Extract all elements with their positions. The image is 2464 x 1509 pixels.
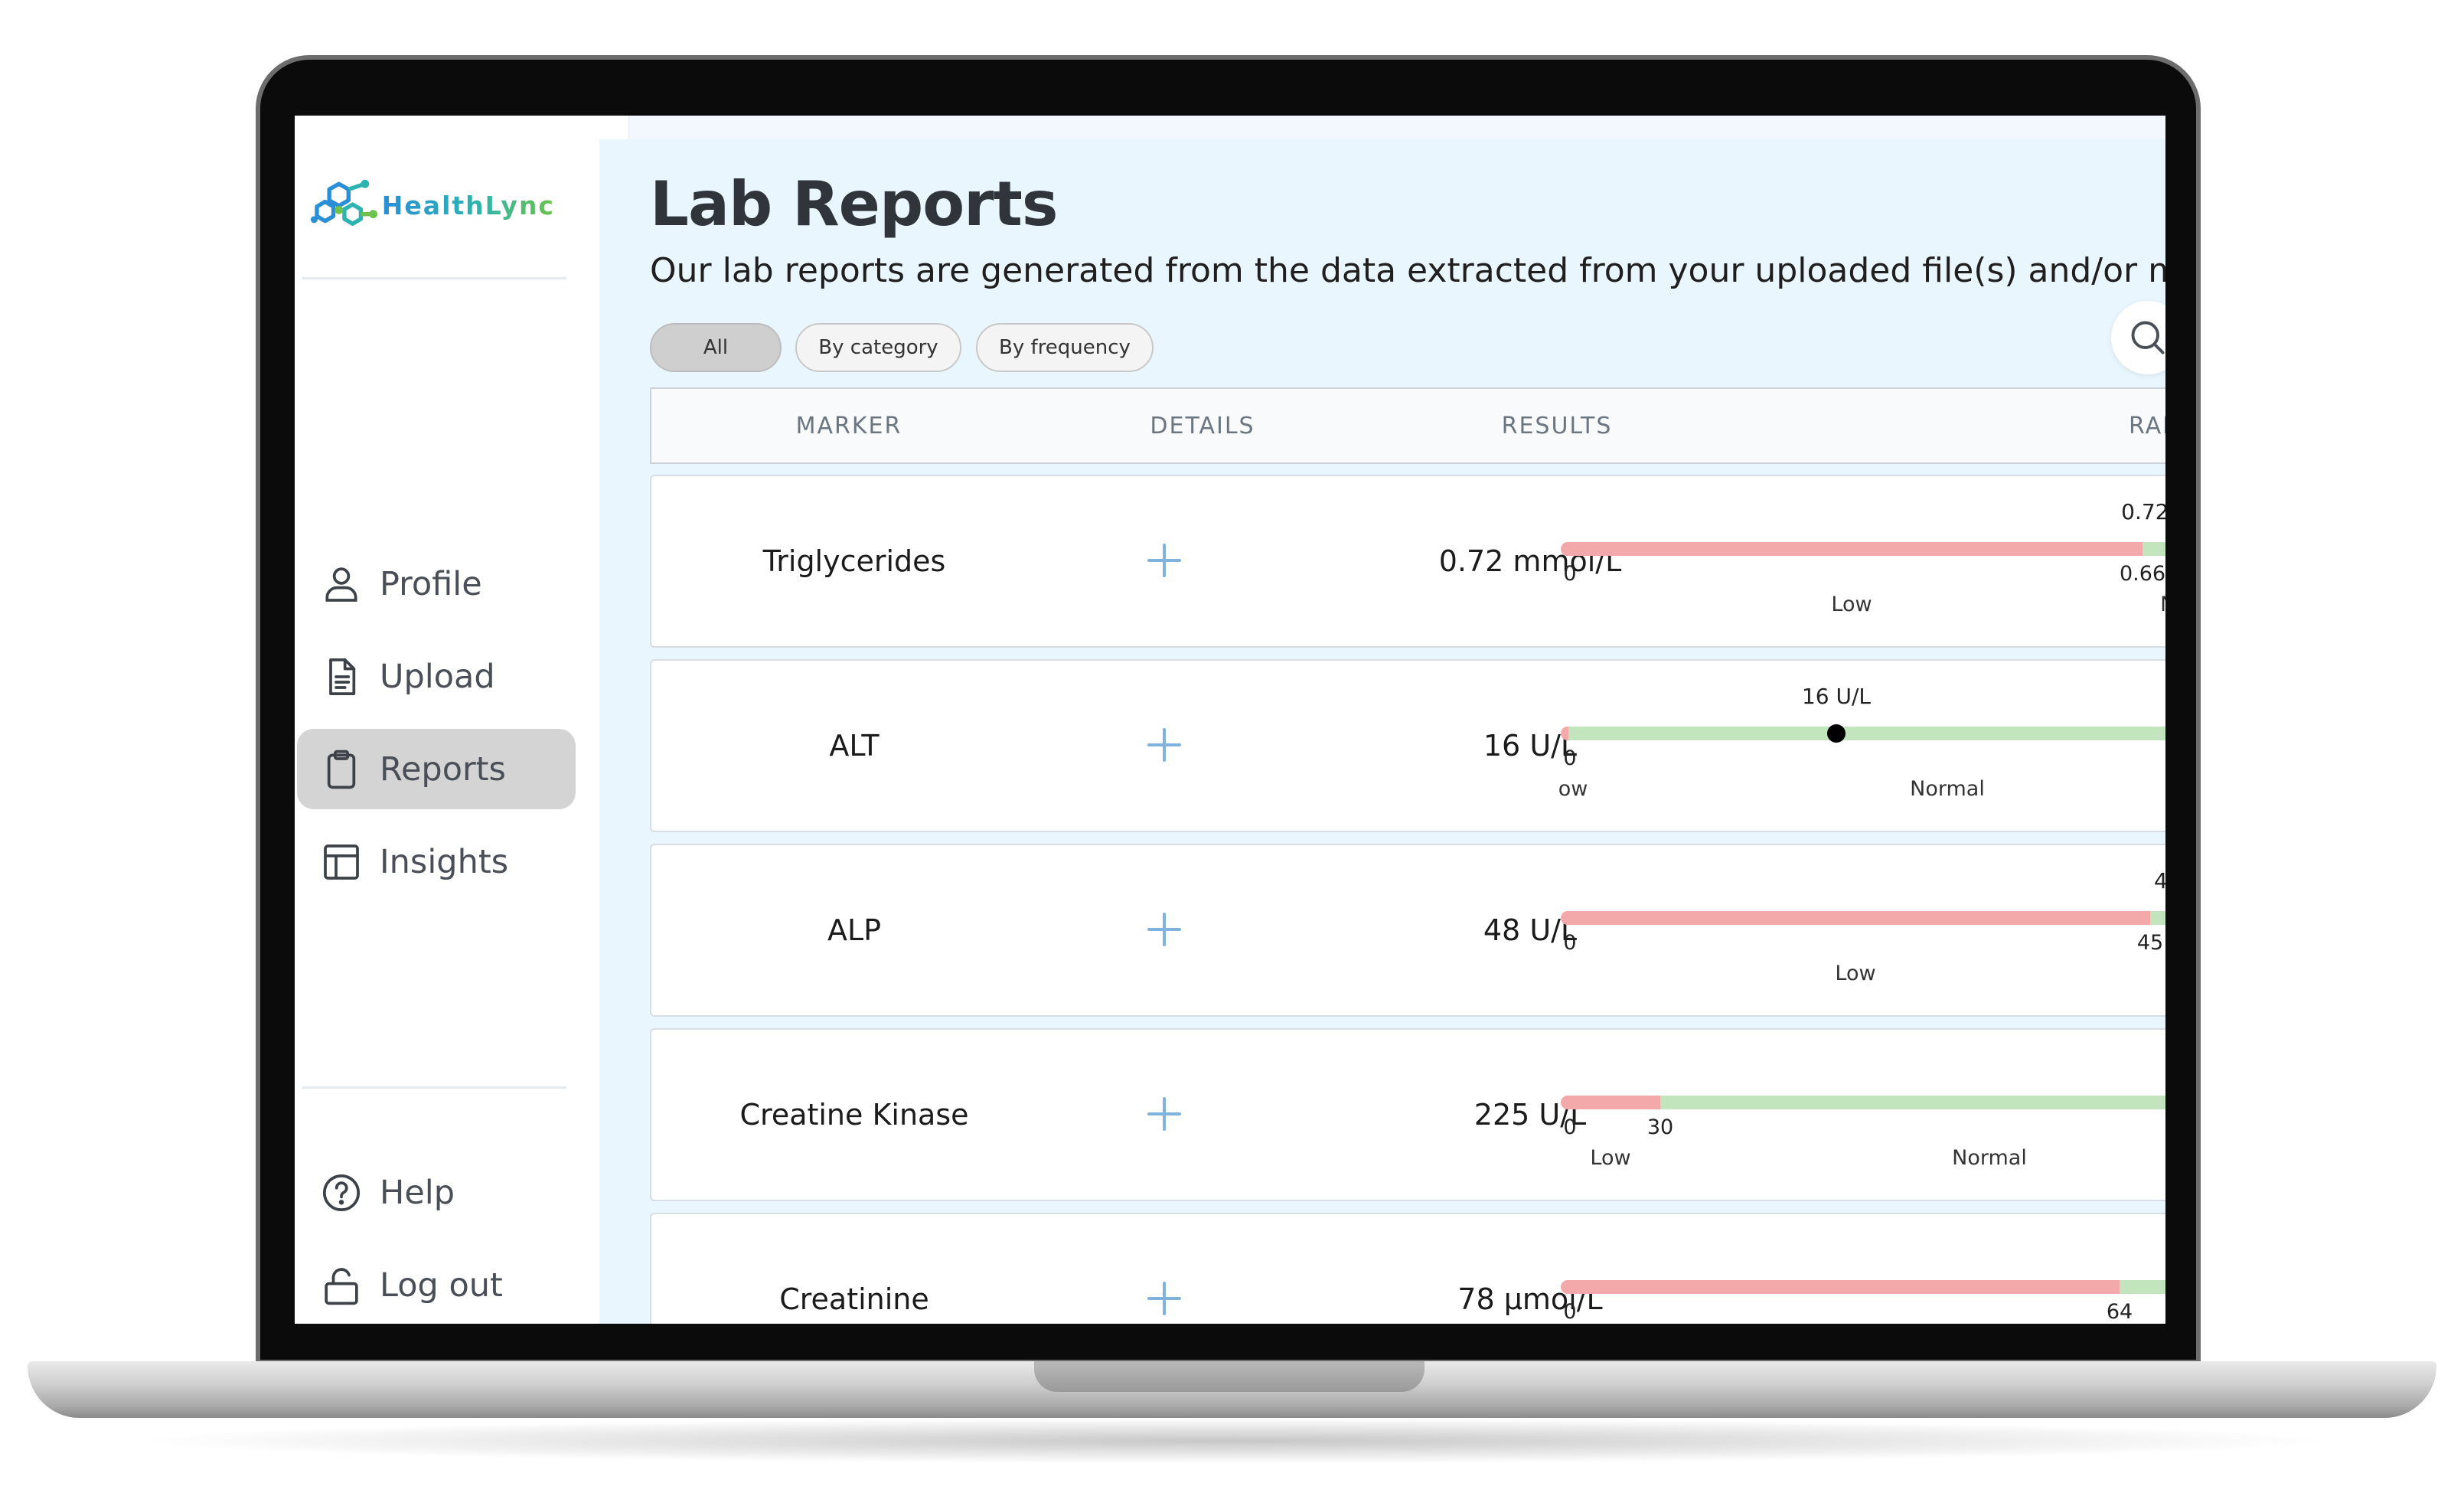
range-normal-segment [2143, 542, 2165, 556]
top-strip [628, 116, 2165, 139]
range-low-segment [1561, 1280, 2120, 1294]
help-circle-icon [322, 1174, 361, 1211]
range-bar-chart: 0.72 mmol/L 0 0.66 Low Norm [1561, 476, 2165, 646]
search-icon [2131, 321, 2165, 354]
expand-details-plus-icon[interactable] [1141, 1091, 1187, 1137]
clipboard-icon [327, 750, 356, 789]
marker-name: Triglycerides [762, 544, 946, 578]
range-bar-track [1561, 542, 2165, 556]
sidebar-item-profile[interactable]: Profile [297, 544, 576, 624]
sidebar-item-label: Log out [380, 1266, 503, 1305]
sidebar-item-label: Reports [380, 750, 506, 789]
range-zone-label: Low [1831, 593, 1872, 616]
person-icon [325, 567, 357, 602]
table-row[interactable]: ALT 16 U/L 16 U/L 0 ow Normal [650, 659, 2165, 832]
expand-details-plus-icon[interactable] [1141, 906, 1187, 952]
range-tick-label: 0.66 [2119, 562, 2165, 586]
sidebar-divider-bottom [302, 1086, 566, 1089]
range-tick-label: 30 [1646, 1115, 1674, 1139]
range-zone-label: Low [1590, 1146, 1631, 1170]
logo-text: HealthLync [381, 190, 555, 220]
sidebar-item-insights[interactable]: Insights [297, 821, 576, 902]
marker-name: ALT [829, 729, 880, 763]
column-header-range-bar[interactable]: RANGE BA [2129, 412, 2165, 439]
unlock-icon [325, 1267, 358, 1305]
range-normal-segment [1568, 727, 2165, 740]
range-zone-label: Normal [1910, 777, 1985, 801]
sidebar-item-label: Upload [380, 657, 495, 696]
expand-details-plus-icon[interactable] [1141, 1275, 1187, 1321]
column-header-details[interactable]: DETAILS [1150, 412, 1255, 439]
range-tick-label: 0 [1563, 746, 1577, 770]
app-screen: HealthLync Profile Upload [295, 116, 2165, 1324]
range-low-segment [1561, 727, 1568, 740]
expand-details-plus-icon[interactable] [1141, 722, 1187, 768]
laptop-shadow [122, 1418, 2342, 1464]
marker-name: Creatinine [779, 1282, 929, 1316]
range-zone-label: Norm [2160, 593, 2165, 616]
filter-all[interactable]: All [650, 323, 782, 372]
range-value-label: 48 U/L [2153, 868, 2165, 893]
range-value-label: 16 U/L [1801, 684, 1872, 709]
sidebar-item-label: Help [380, 1173, 455, 1212]
range-tick-label: 0 [1563, 562, 1577, 586]
range-low-segment [1561, 1096, 1660, 1109]
range-bar-track [1561, 1096, 2165, 1109]
range-normal-segment [2120, 1280, 2165, 1294]
range-zone-label: ow [1558, 777, 1588, 801]
sidebar-item-label: Profile [380, 564, 482, 603]
filter-by-frequency[interactable]: By frequency [976, 323, 1154, 372]
range-low-segment [1561, 542, 2143, 556]
sidebar-item-upload[interactable]: Upload [297, 636, 576, 717]
range-tick-label: 0 [1563, 1300, 1577, 1324]
range-zone-label: Low [1835, 962, 1876, 985]
page-subtitle: Our lab reports are generated from the d… [650, 251, 2165, 290]
range-value-label: 0.72 mmol/L [2121, 499, 2165, 524]
sidebar-item-label: Insights [380, 842, 509, 881]
range-low-segment [1561, 911, 2150, 925]
sidebar-item-reports[interactable]: Reports [297, 729, 576, 809]
table-header: MARKER DETAILS RESULTS RANGE BA [650, 387, 2165, 464]
range-normal-segment [2150, 911, 2165, 925]
range-tick-label: 64 [2106, 1300, 2133, 1324]
marker-name: ALP [827, 913, 882, 947]
search-button[interactable] [2111, 301, 2165, 374]
page-title: Lab Reports [650, 168, 1058, 240]
main-content: Lab Reports Our lab reports are generate… [599, 139, 2165, 1324]
sidebar: HealthLync Profile Upload [295, 116, 599, 1324]
range-bar-chart: 16 U/L 0 ow Normal [1558, 661, 2165, 831]
sidebar-divider-top [302, 277, 566, 279]
range-bar-chart: 48 U/L045LowNorn [1561, 845, 2165, 1015]
document-icon [329, 658, 356, 695]
range-zone-label: Normal [1952, 1146, 2027, 1170]
range-tick-label: 45 [2136, 931, 2164, 955]
molecule-logo-icon [310, 179, 378, 226]
range-value-dot [1827, 724, 1846, 743]
range-bar-chart: 78 μmol/064 [1561, 1214, 2165, 1324]
range-tick-label: 0 [1563, 1115, 1577, 1139]
range-tick-label: 0 [1563, 931, 1577, 955]
table-row[interactable]: Triglycerides 0.72 mmol/L0.72 mmol/L 0 0.66… [650, 475, 2165, 648]
range-bar-track [1561, 911, 2165, 925]
expand-details-plus-icon[interactable] [1141, 537, 1187, 583]
app-logo[interactable]: HealthLync [310, 175, 555, 235]
column-header-results[interactable]: RESULTS [1501, 412, 1613, 439]
sidebar-item-logout[interactable]: Log out [297, 1245, 576, 1324]
marker-name: Creatine Kinase [739, 1098, 969, 1132]
range-bar-track [1561, 1280, 2165, 1294]
sidebar-item-help[interactable]: Help [297, 1152, 576, 1233]
laptop-notch [1034, 1361, 1425, 1392]
filter-by-category[interactable]: By category [795, 323, 961, 372]
range-bar-track [1561, 727, 2165, 740]
range-normal-segment [1660, 1096, 2165, 1109]
column-header-marker[interactable]: MARKER [795, 412, 902, 439]
layout-icon [324, 844, 359, 880]
